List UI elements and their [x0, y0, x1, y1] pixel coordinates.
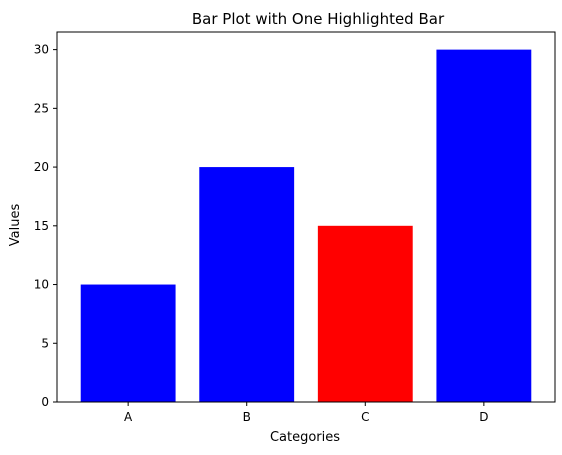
- y-tick-label: 5: [41, 336, 49, 350]
- y-tick-label: 10: [34, 278, 49, 292]
- x-axis-label: Categories: [270, 430, 340, 445]
- bar-a: [80, 284, 176, 402]
- y-axis: 0 5 10 15 20 25 30: [34, 43, 57, 409]
- x-tick-label: C: [361, 410, 369, 424]
- y-tick-label: 30: [34, 43, 49, 57]
- x-tick-label: D: [479, 410, 488, 424]
- x-tick-label: B: [243, 410, 251, 424]
- plot-frame: [56, 31, 556, 403]
- bars-group: [80, 49, 532, 402]
- y-tick-label: 15: [34, 219, 49, 233]
- y-tick-label: 25: [34, 101, 49, 115]
- x-axis: A B C D: [124, 402, 488, 424]
- y-tick-label: 20: [34, 160, 49, 174]
- y-axis-label: Values: [8, 204, 23, 247]
- bar-d: [436, 49, 532, 402]
- x-tick-label: A: [124, 410, 133, 424]
- bar-c: [317, 225, 413, 402]
- y-tick-label: 0: [41, 395, 49, 409]
- chart-title: Bar Plot with One Highlighted Bar: [192, 10, 445, 28]
- bar-b: [199, 167, 295, 402]
